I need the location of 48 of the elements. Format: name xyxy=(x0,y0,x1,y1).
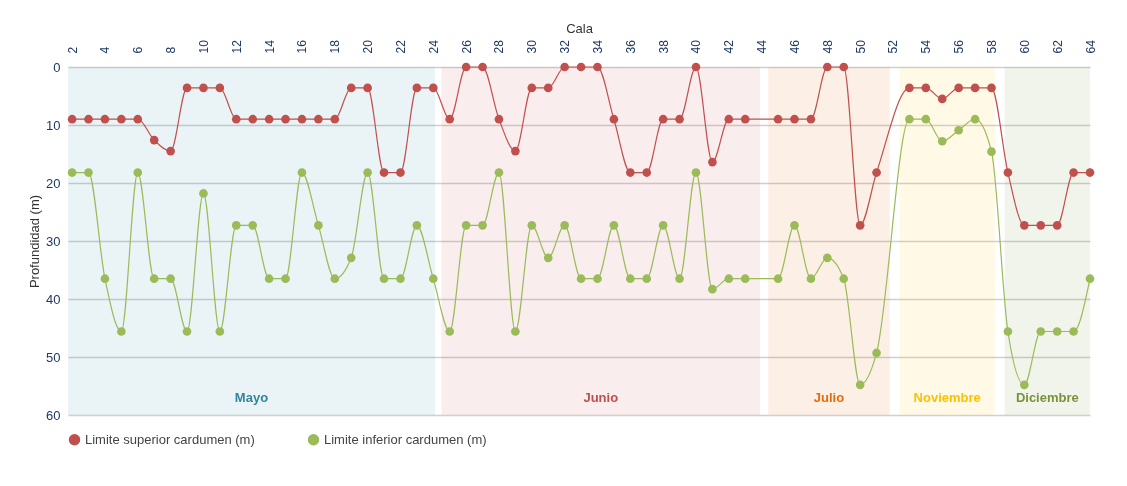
band-label: Julio xyxy=(813,389,845,405)
y-axis-title: Profundidad (m) xyxy=(27,194,43,289)
x-tick-label: 14 xyxy=(262,39,277,54)
y-tick-label: 10 xyxy=(46,117,61,133)
band-label: Diciembre xyxy=(1015,389,1079,405)
y-tick-label: 0 xyxy=(53,59,61,75)
x-tick-label: 56 xyxy=(952,39,967,54)
x-tick-label: 6 xyxy=(131,46,146,54)
x-tick-label: 40 xyxy=(689,39,704,54)
x-tick-label: 22 xyxy=(393,39,408,54)
x-tick-label: 16 xyxy=(295,39,310,54)
x-tick-label: 60 xyxy=(1017,39,1032,54)
x-tick-label: 46 xyxy=(787,39,802,54)
x-tick-label: 54 xyxy=(919,39,934,54)
x-tick-label: 34 xyxy=(590,39,605,54)
x-tick-label: 12 xyxy=(229,39,244,54)
x-tick-label: 32 xyxy=(558,39,573,54)
x-tick-label: 10 xyxy=(196,39,211,54)
x-tick-label: 44 xyxy=(755,39,770,54)
x-tick-label: 8 xyxy=(164,46,179,54)
x-tick-label: 20 xyxy=(361,39,376,54)
x-tick-label: 50 xyxy=(853,39,868,54)
legend-label: Limite superior cardumen (m) xyxy=(85,431,255,447)
x-tick-label: 2 xyxy=(65,46,80,54)
x-tick-label: 48 xyxy=(820,39,835,54)
x-tick-label: 24 xyxy=(426,39,441,54)
x-axis-title: Cala xyxy=(566,21,594,37)
x-tick-label: 4 xyxy=(98,46,113,54)
x-tick-label: 36 xyxy=(623,39,638,54)
y-tick-label: 40 xyxy=(46,291,61,307)
y-tick-label: 60 xyxy=(46,407,61,423)
y-tick-label: 20 xyxy=(46,175,61,191)
x-tick-label: 26 xyxy=(459,39,474,54)
band-label: Noviembre xyxy=(913,389,981,405)
x-tick-label: 62 xyxy=(1050,39,1065,54)
band-label: Junio xyxy=(583,389,619,405)
x-tick-label: 30 xyxy=(525,39,540,54)
x-tick-label: 64 xyxy=(1083,39,1098,54)
legend-label: Limite inferior cardumen (m) xyxy=(324,431,487,447)
y-tick-label: 50 xyxy=(46,349,61,365)
x-tick-label: 38 xyxy=(656,39,671,54)
x-tick-label: 58 xyxy=(984,39,999,54)
x-tick-label: 28 xyxy=(492,39,507,54)
x-tick-label: 18 xyxy=(328,39,343,54)
y-tick-label: 30 xyxy=(46,233,61,249)
x-tick-label: 52 xyxy=(886,39,901,54)
band-label: Mayo xyxy=(234,389,269,405)
x-tick-label: 42 xyxy=(722,39,737,54)
